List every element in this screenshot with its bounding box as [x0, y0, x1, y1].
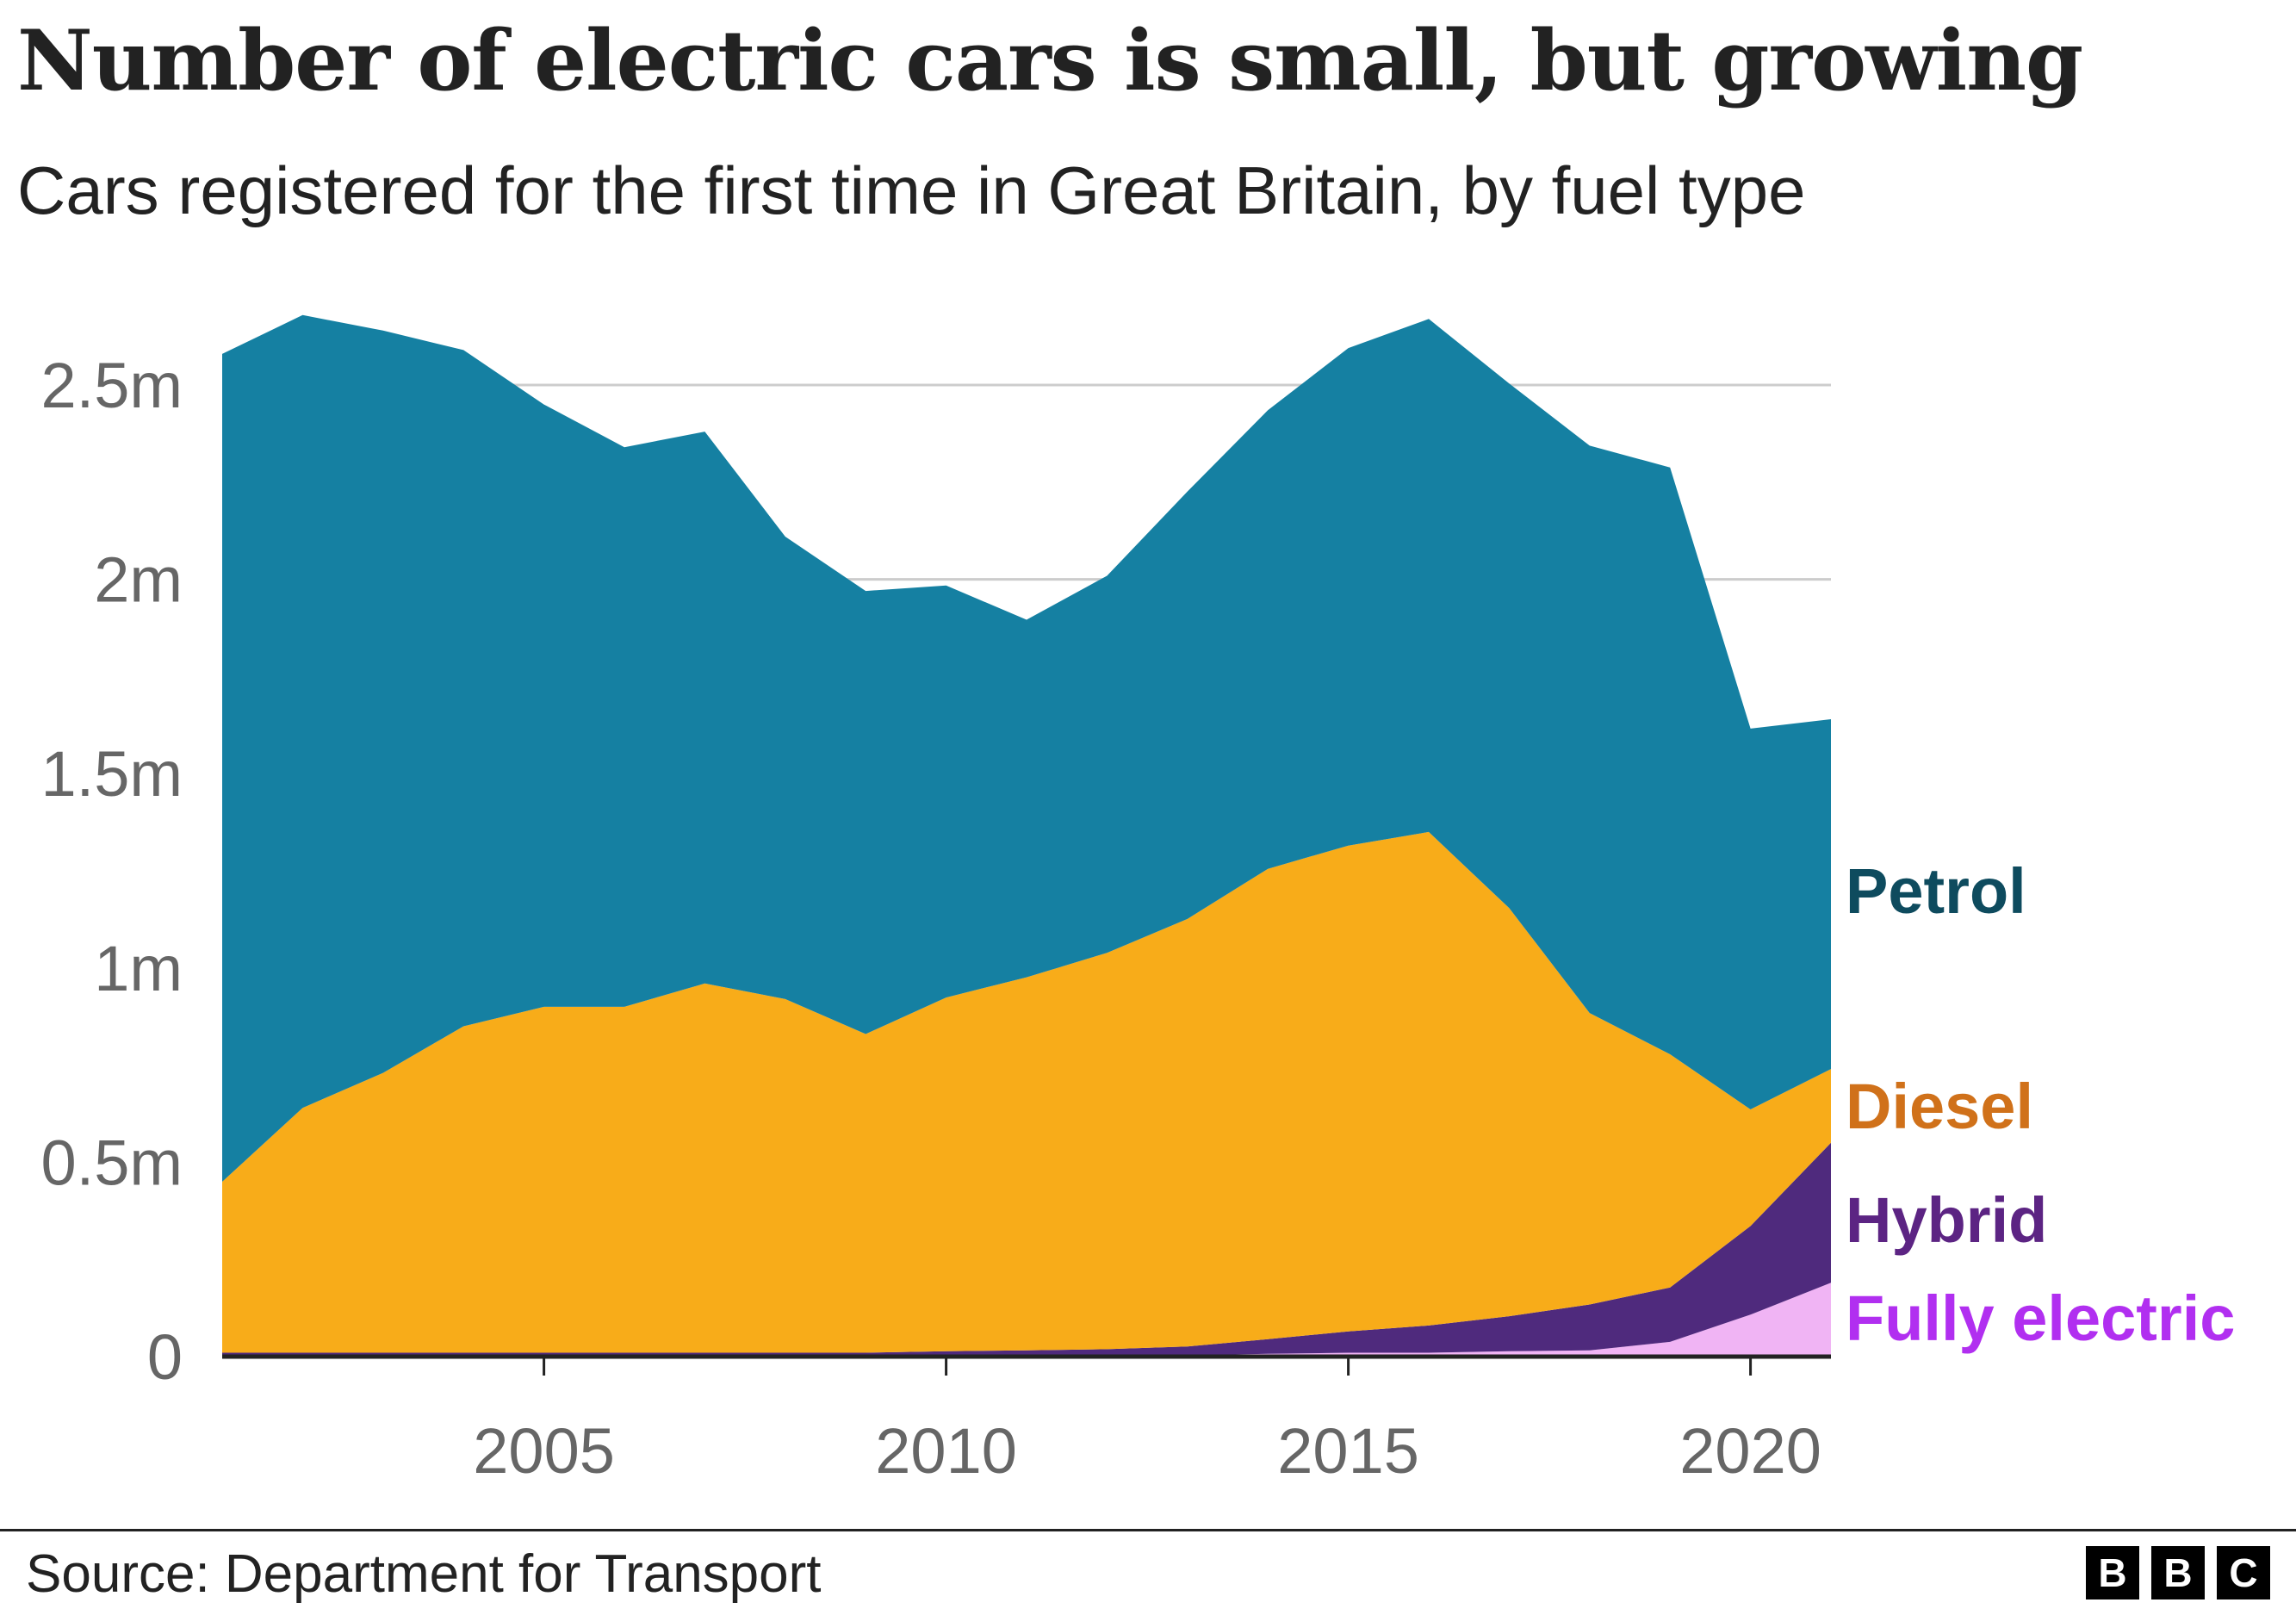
hybrid-label: Hybrid: [1846, 1184, 2047, 1256]
electric-label: Fully electric: [1846, 1283, 2235, 1354]
x-tick-label: 2010: [875, 1415, 1017, 1487]
chart-title: Number of electric cars is small, but gr…: [17, 12, 2083, 109]
y-tick-label: 2m: [94, 544, 183, 616]
y-tick-label: 1m: [94, 933, 183, 1004]
axes: 0 0.5m 1m 1.5m 2m 2.5m 2005 2010 2015 2020: [40, 350, 1831, 1487]
x-tick-label: 2005: [473, 1415, 615, 1487]
y-tick-label: 2.5m: [40, 350, 183, 421]
diesel-label: Diesel: [1846, 1071, 2033, 1142]
chart-subtitle: Cars registered for the first time in Gr…: [17, 152, 1806, 228]
logo-block: B: [2086, 1546, 2139, 1599]
x-tick-label: 2020: [1679, 1415, 1821, 1487]
x-tick-label: 2015: [1277, 1415, 1419, 1487]
areas: [222, 314, 1831, 1357]
electric-area: [222, 1283, 1831, 1357]
source-note: Source: Department for Transport: [26, 1544, 822, 1604]
diesel-area: [222, 831, 1831, 1353]
petrol-area: [222, 314, 1831, 1182]
y-tick-label: 0.5m: [40, 1127, 183, 1198]
y-tick-label: 0: [147, 1321, 183, 1393]
hybrid-area: [222, 1142, 1831, 1357]
logo-block: C: [2217, 1546, 2270, 1599]
bbc-logo: B B C: [2086, 1546, 2270, 1599]
series-labels: Petrol Diesel Hybrid Fully electric: [1846, 855, 2235, 1354]
stacked-area-chart: 0 0.5m 1m 1.5m 2m 2.5m 2005 2010 2015 2020 Petrol…: [40, 314, 2235, 1487]
petrol-label: Petrol: [1846, 855, 2026, 927]
logo-block: B: [2151, 1546, 2205, 1599]
y-tick-label: 1.5m: [40, 738, 183, 810]
footer-divider: [0, 1529, 2296, 1531]
